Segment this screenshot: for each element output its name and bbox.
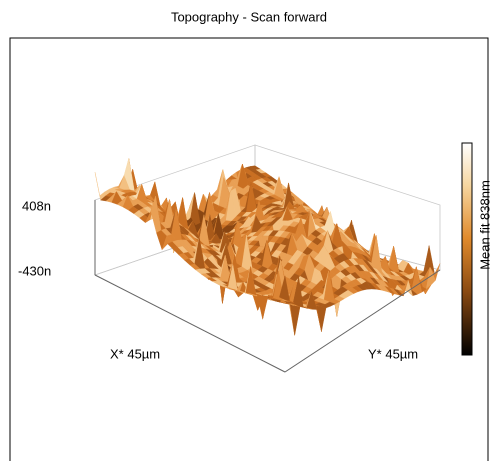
y-axis-label: Y* 45µm <box>368 346 418 361</box>
x-axis-label: X* 45µm <box>110 346 160 361</box>
page: {"title": "Topography - Scan forward", "… <box>0 0 498 461</box>
colorbar <box>462 143 472 355</box>
afm-view: Topography - Scan forward 408n -430n X* … <box>0 0 498 461</box>
surface <box>95 158 440 335</box>
surface-facet <box>316 306 326 332</box>
surface-facet <box>95 172 105 200</box>
z-bottom-label: -430n <box>18 263 51 278</box>
colorbar-label: Mean fit 838nm <box>477 180 492 270</box>
z-top-label: 408n <box>22 198 51 213</box>
title: Topography - Scan forward <box>171 9 327 24</box>
surface-facet <box>290 304 300 335</box>
